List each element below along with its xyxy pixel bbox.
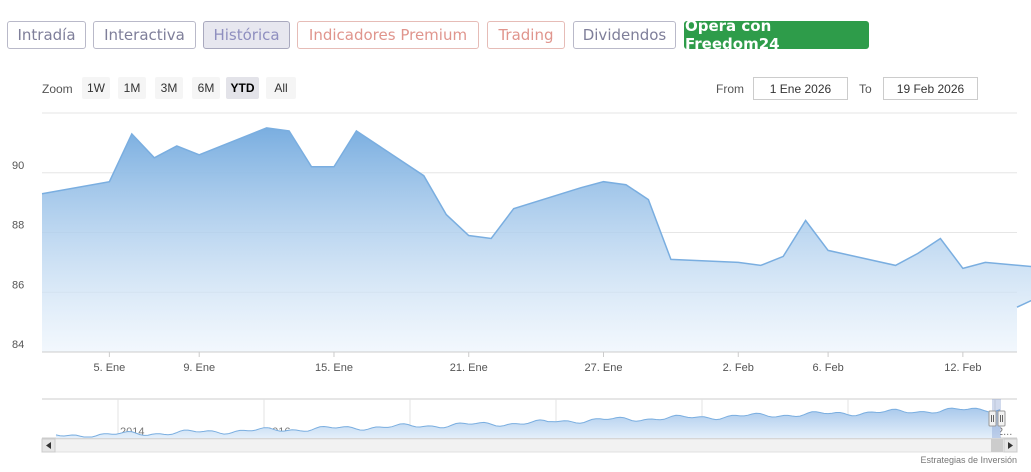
x-tick-label: 15. Ene xyxy=(315,362,353,374)
tab-dividendos[interactable]: Dividendos xyxy=(573,21,676,49)
y-axis: 84 86 88 90 xyxy=(12,160,24,351)
navigator[interactable]: 2014201620182020202220242... xyxy=(41,398,1018,453)
x-tick-label: 21. Ene xyxy=(450,362,488,374)
opera-freedom24-button[interactable]: Opera con Freedom24 xyxy=(684,17,869,53)
navigator-area xyxy=(56,408,1000,438)
x-tick-label: 27. Ene xyxy=(585,362,623,374)
from-date-input[interactable]: 1 Ene 2026 xyxy=(753,77,848,100)
y-tick-label: 88 xyxy=(12,220,24,232)
zoom-3m-button[interactable]: 3M xyxy=(155,77,183,99)
zoom-label: Zoom xyxy=(42,82,73,96)
to-label: To xyxy=(859,82,872,96)
price-area-fill xyxy=(42,127,1031,352)
chevron-right-icon xyxy=(1008,442,1013,449)
navigator-year-label: 2... xyxy=(997,426,1012,438)
navigator-handle[interactable] xyxy=(997,410,1006,427)
x-axis: 5. Ene 9. Ene 15. Ene 21. Ene 27. Ene 2. Feb 6… xyxy=(42,351,1017,374)
navigator-handle[interactable] xyxy=(988,410,997,427)
tab-interactiva[interactable]: Interactiva xyxy=(93,21,196,49)
x-tick-label: 5. Ene xyxy=(93,362,125,374)
x-tick-label: 9. Ene xyxy=(183,362,215,374)
tab-trading[interactable]: Trading xyxy=(487,21,565,49)
tab-indicadores-premium[interactable]: Indicadores Premium xyxy=(297,21,479,49)
chart-credit: Estrategias de Inversión xyxy=(920,455,1017,465)
chevron-left-icon xyxy=(46,442,51,449)
x-tick-label: 2. Feb xyxy=(723,362,754,374)
y-tick-label: 90 xyxy=(12,160,24,172)
navigator-scrollbar-thumb[interactable] xyxy=(991,439,1003,452)
zoom-1w-button[interactable]: 1W xyxy=(82,77,110,99)
x-tick-label: 6. Feb xyxy=(813,362,844,374)
navigator-scrollbar[interactable] xyxy=(41,438,1018,453)
tab-historica[interactable]: Histórica xyxy=(203,21,290,49)
price-series-line xyxy=(41,127,1031,308)
x-tick-label: 12. Feb xyxy=(944,362,981,374)
zoom-all-button[interactable]: All xyxy=(266,77,296,99)
price-area xyxy=(41,127,1031,352)
zoom-1m-button[interactable]: 1M xyxy=(118,77,146,99)
from-label: From xyxy=(716,82,744,96)
zoom-ytd-button[interactable]: YTD xyxy=(226,77,259,99)
navigator-series-line xyxy=(55,407,1001,438)
tab-intradia[interactable]: Intradía xyxy=(7,21,86,49)
y-tick-label: 84 xyxy=(12,339,24,351)
to-date-input[interactable]: 19 Feb 2026 xyxy=(883,77,978,100)
zoom-6m-button[interactable]: 6M xyxy=(192,77,220,99)
y-tick-label: 86 xyxy=(12,279,24,291)
